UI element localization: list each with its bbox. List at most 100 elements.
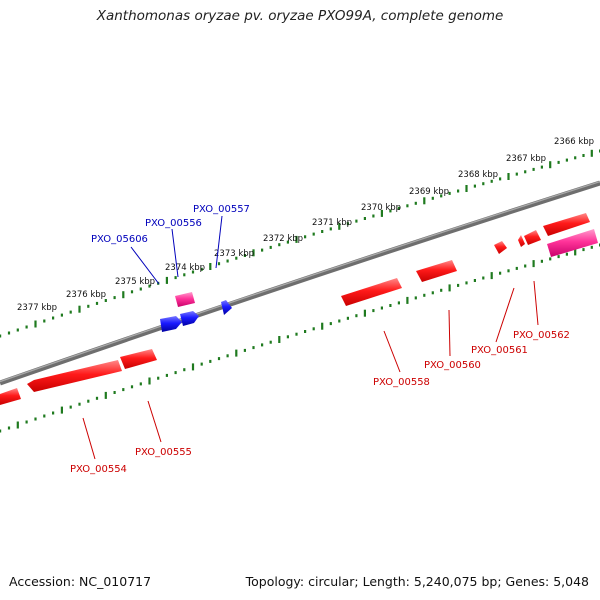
inner-track-minor-tick: [465, 281, 468, 285]
inner-track-minor-tick: [157, 376, 160, 380]
outer-track-minor-tick: [69, 310, 72, 314]
label-pxo-00560[interactable]: PXO_00560: [424, 360, 481, 371]
reverse-strand-genes: [160, 292, 232, 332]
gene-pink-rna[interactable]: [175, 292, 195, 307]
outer-track-minor-tick: [532, 167, 535, 171]
leader-pxo-00554: [82, 417, 96, 460]
outer-track-minor-tick: [565, 158, 568, 162]
accession-text: Accession: NC_010717: [9, 574, 152, 589]
inner-track-major-tick: [148, 377, 151, 385]
outer-track-major-tick: [165, 276, 168, 284]
outer-track-minor-tick: [372, 214, 375, 218]
gene-pxo-00555[interactable]: [120, 349, 157, 369]
inner-track-major-tick: [191, 363, 195, 371]
outer-track-minor-tick: [329, 227, 332, 231]
inner-track-minor-tick: [174, 371, 177, 375]
outer-track-minor-tick: [414, 201, 417, 205]
gene-pxo-00561c[interactable]: [524, 230, 541, 245]
outer-track-minor-tick: [226, 259, 229, 263]
leader-pxo-00555: [147, 400, 162, 443]
inner-track-minor-tick: [217, 357, 221, 361]
kbp-tick-labels: 2366 kbp 2367 kbp 2368 kbp 2369 kbp 2370…: [17, 137, 594, 313]
outer-track-minor-tick: [346, 222, 349, 226]
label-pxo-00556[interactable]: PXO_00556: [145, 218, 202, 229]
label-pxo-00562[interactable]: PXO_00562: [513, 330, 570, 341]
label-pxo-00555[interactable]: PXO_00555: [135, 447, 192, 458]
outer-track-minor-tick: [397, 206, 400, 210]
outer-track-major-tick: [549, 161, 552, 169]
leader-pxo-00562: [533, 280, 539, 326]
outer-track-minor-tick: [52, 316, 55, 320]
outer-track-minor-tick: [304, 235, 307, 239]
inner-track-minor-tick: [295, 332, 298, 336]
gene-pxo-00562[interactable]: [543, 213, 590, 236]
inner-track-minor-tick: [7, 426, 11, 430]
gene-pxo-00561[interactable]: [494, 241, 507, 254]
outer-track-minor-tick: [191, 270, 195, 274]
outer-track-minor-tick: [473, 184, 476, 188]
outer-track-minor-tick: [217, 262, 221, 266]
outer-track-minor-tick: [25, 325, 28, 329]
gene-pxo-00554[interactable]: [27, 360, 122, 392]
inner-track-minor-tick: [582, 248, 585, 252]
outer-track-minor-tick: [406, 204, 409, 208]
outer-track-minor-tick: [515, 172, 518, 176]
gene-pxo-00558[interactable]: [341, 278, 402, 306]
kbp-label-2366: 2366 kbp: [554, 137, 594, 147]
inner-track-minor-tick: [499, 271, 502, 275]
inner-track-minor-tick: [473, 279, 476, 282]
outer-tick-track: [0, 149, 600, 338]
inner-track-minor-tick: [312, 327, 315, 331]
outer-track-minor-tick: [582, 154, 585, 157]
inner-track-minor-tick: [457, 283, 460, 287]
gene-pxo-00560[interactable]: [416, 260, 457, 282]
inner-track-minor-tick: [209, 359, 212, 363]
inner-track-major-tick: [321, 322, 324, 330]
gene-labels: PXO_05606 PXO_00556 PXO_00557 PXO_00554 …: [70, 204, 570, 475]
outer-track-minor-tick: [113, 296, 116, 300]
outer-track-minor-tick: [482, 182, 485, 186]
inner-track-minor-tick: [397, 301, 400, 305]
inner-track-minor-tick: [329, 322, 332, 326]
inner-track-minor-tick: [346, 316, 349, 320]
inner-track-minor-tick: [78, 402, 81, 406]
inner-track-major-tick: [104, 391, 107, 399]
inner-track-minor-tick: [252, 346, 255, 350]
label-pxo-00561[interactable]: PXO_00561: [471, 345, 528, 356]
leader-pxo-00560: [448, 309, 451, 357]
outer-track-minor-tick: [490, 179, 493, 183]
gene-pxo-00553[interactable]: [0, 388, 21, 405]
inner-track-major-tick: [60, 406, 63, 414]
kbp-label-2373: 2373 kbp: [214, 249, 254, 259]
inner-track-minor-tick: [25, 420, 28, 424]
outer-track-minor-tick: [200, 267, 203, 271]
outer-track-major-tick: [295, 235, 298, 243]
outer-track-minor-tick: [389, 209, 392, 213]
inner-track-major-tick: [448, 284, 451, 292]
outer-track-minor-tick: [278, 243, 281, 247]
gene-pxo-00561b[interactable]: [518, 235, 525, 247]
gene-pxo-00556[interactable]: [180, 311, 199, 326]
outer-track-minor-tick: [557, 160, 560, 164]
gene-pxo-00557[interactable]: [221, 300, 232, 315]
inner-track-major-tick: [532, 260, 535, 268]
outer-track-major-tick: [34, 320, 37, 328]
label-pxo-00554[interactable]: PXO_00554: [70, 464, 127, 475]
kbp-label-2377: 2377 kbp: [17, 303, 57, 313]
label-pxo-00557[interactable]: PXO_00557: [193, 204, 250, 215]
outer-track-minor-tick: [60, 313, 63, 317]
inner-track-minor-tick: [565, 252, 568, 256]
inner-track-minor-tick: [87, 399, 90, 403]
label-pxo-05606[interactable]: PXO_05606: [91, 234, 148, 245]
gene-pxo-00562-rna[interactable]: [547, 229, 598, 257]
inner-track-minor-tick: [139, 382, 142, 386]
kbp-label-2374: 2374 kbp: [165, 263, 205, 273]
label-pxo-00558[interactable]: PXO_00558: [373, 377, 430, 388]
gene-pxo-05606[interactable]: [160, 316, 182, 332]
inner-track-minor-tick: [540, 259, 543, 263]
genome-backbone-highlight: [0, 180, 600, 383]
kbp-label-2368: 2368 kbp: [458, 170, 498, 180]
outer-track-minor-tick: [148, 284, 151, 288]
outer-track-minor-tick: [104, 299, 107, 302]
